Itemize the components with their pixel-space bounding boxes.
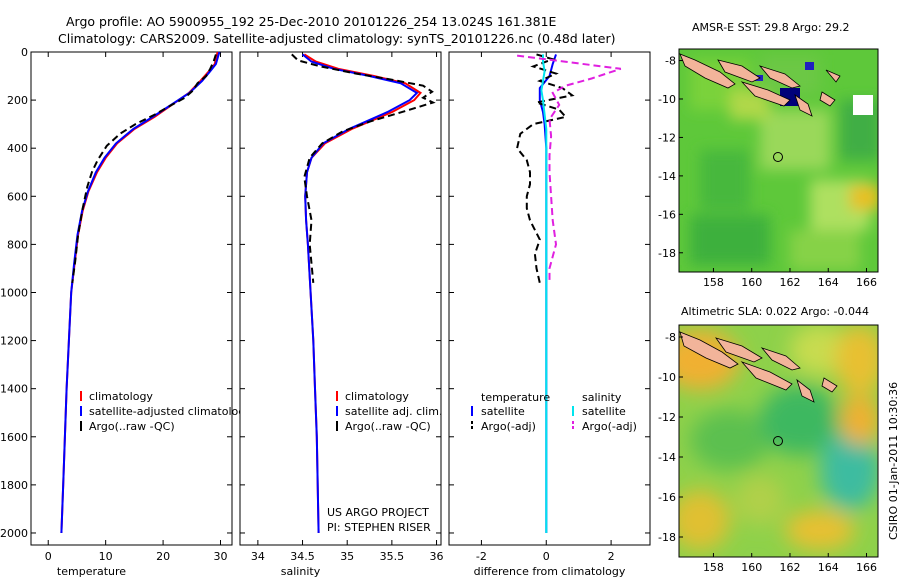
temperature-profile-ytick-label: 1400 [0,383,28,396]
sla-map-ytick-label: -12 [658,411,676,424]
project-name: US ARGO PROJECT [327,506,429,519]
temperature-profile-ytick-label: 1200 [0,335,28,348]
sla-islands [679,331,838,403]
sst-map-ytick-label: -10 [658,93,676,106]
legend-label: climatology [345,390,409,403]
sst-map-xtick-label: 162 [779,276,800,289]
temperature-profile-ytick-label: 1600 [0,431,28,444]
difference-profile-xtick-label: -2 [476,550,487,563]
temperature-profile-ytick-label: 1000 [0,286,28,299]
sla-map-ytick-label: -14 [658,451,676,464]
sst-map-xtick-label: 158 [703,276,724,289]
salinity-profile: 34 34.5 35 35.5 36 salinity climatology satelli… [239,51,444,578]
legend-label: climatology [89,390,153,403]
sla-map-panel: Altimetric SLA: 0.022 Argo: -0.044 [658,305,879,574]
sst-map-field [679,49,878,272]
salinity-profile-frame [239,51,442,546]
temperature-profile-xtick-label: 10 [99,550,113,563]
series-line-argo-adj-temperature- [516,53,575,284]
sst-map-xtick-label: 166 [856,276,877,289]
legend-label: Argo(..raw -QC) [89,420,175,433]
sla-map-field [679,325,878,557]
sla-profile-marker [773,436,783,446]
sst-map-ytick-label: -8 [665,55,676,68]
header-line-1: Argo profile: AO 5900955_192 25-Dec-2010… [66,14,557,29]
series-line-argo-raw-qc- [291,53,436,283]
series-line-argo-raw-qc- [71,54,217,284]
temperature-profile-xtick-label: 30 [214,550,228,563]
sst-map-xtick-label: 164 [818,276,839,289]
sla-map-xtick-label: 160 [741,561,762,574]
salinity-profile-xtick-label: 36 [430,550,444,563]
temperature-profile-ytick-label: 600 [7,190,28,203]
temperature-profile-ytick-label: 1800 [0,479,28,492]
sst-profile-marker [773,152,783,162]
difference-profile: -2 0 2 difference from climatology temperatu… [448,51,651,578]
series-line-satellite-salinity- [540,54,548,533]
sla-map-xtick-label: 162 [779,561,800,574]
sla-map-ytick-label: -18 [658,531,676,544]
temperature-profile-ytick-label: 0 [21,46,28,59]
temperature-profile-xtick-label: 20 [156,550,170,563]
series-line-argo-adj-salinity- [516,54,622,283]
salinity-profile-xtick-label: 35 [340,550,354,563]
legend-header-salinity: salinity [582,391,622,404]
missing-data-patch [853,95,873,115]
footer-timestamp: CSIRO 01-Jan-2011 10:30:36 [887,382,900,540]
difference-profile-xtick-label: 2 [608,550,615,563]
sla-map-xtick-label: 164 [818,561,839,574]
sst-map-ytick-label: -16 [658,208,676,221]
sla-map-ytick-label: -10 [658,371,676,384]
legend-label: satellite adj. clim. [345,405,442,418]
legend-label: Argo(-adj) [582,420,637,433]
temperature-profile: 0 10 20 30 0 200 400 600 800 1000 1200 1400 1600 1800… [0,46,252,578]
sst-islands [679,53,841,117]
temperature-profile-ytick-label: 800 [7,238,28,251]
salinity-profile-xtick-label: 35.5 [380,550,405,563]
project-pi: PI: STEPHEN RISER [327,521,431,534]
legend-label: Argo(-adj) [481,420,536,433]
difference-profile-frame [448,51,651,546]
sla-map-xtick-label: 158 [703,561,724,574]
legend-label: satellite-adjusted climatology [89,405,252,418]
legend-label: Argo(..raw -QC) [345,420,431,433]
temperature-profile-ytick-label: 200 [7,94,28,107]
legend-label: satellite [582,405,626,418]
temperature-profile-xtick-label: 0 [45,550,52,563]
salinity-profile-xtick-label: 34.5 [290,550,315,563]
sla-map-axes: 158 160 162 164 166 -8 -10 -12 -14 -16 -18 [658,331,877,574]
sst-map-xtick-label: 160 [741,276,762,289]
sst-map-ytick-label: -18 [658,247,676,260]
header-line-2: Climatology: CARS2009. Satellite-adjuste… [58,31,615,46]
sst-map-ytick-label: -12 [658,131,676,144]
sst-map-title: AMSR-E SST: 29.8 Argo: 29.2 [692,21,850,34]
sla-map-xtick-label: 166 [856,561,877,574]
sst-map-panel: AMSR-E SST: 29.8 Argo: 29.2 [658,21,879,289]
temperature-profile-ytick-label: 400 [7,142,28,155]
temperature-profile-ytick-label: 2000 [0,527,28,540]
sla-map-title: Altimetric SLA: 0.022 Argo: -0.044 [681,305,869,318]
legend-label: satellite [481,405,525,418]
difference-profile-xlabel: difference from climatology [474,565,626,578]
profile-plots: 0 10 20 30020040060080010001200140016001800… [0,46,651,578]
sst-map-axes: 158 160 162 164 166 -8 -10 -12 -14 -16 -18 [658,55,877,289]
sla-map-ytick-label: -16 [658,491,676,504]
sla-map-ytick-label: -8 [665,331,676,344]
salinity-profile-xlabel: salinity [281,565,321,578]
legend-header-temperature: temperature [481,391,550,404]
temperature-profile-xlabel: temperature [57,565,126,578]
salinity-profile-xtick-label: 34 [251,550,265,563]
difference-profile-xtick-label: 0 [543,550,550,563]
series-line-satellite-adjusted-climatology [60,51,221,534]
sst-map-ytick-label: -14 [658,170,676,183]
